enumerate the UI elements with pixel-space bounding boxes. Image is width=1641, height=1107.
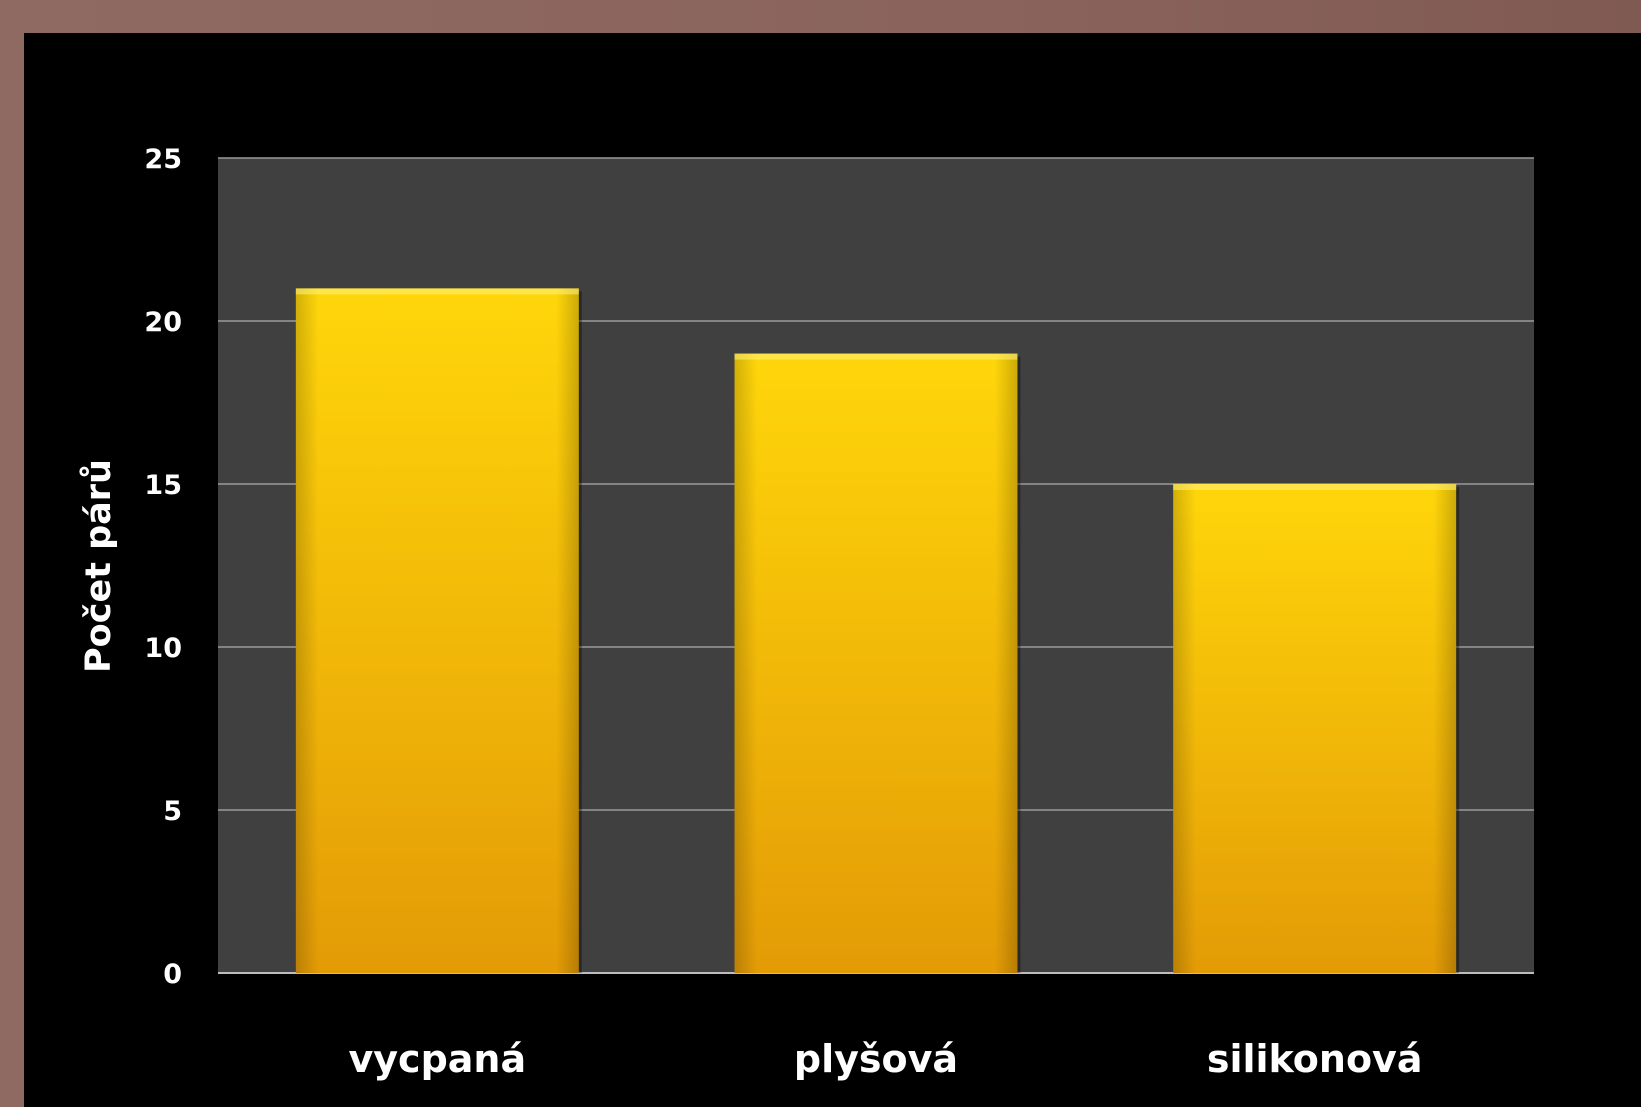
x-category-labels: vycpaná plyšová silikonová xyxy=(349,1037,1423,1081)
y-tick-label: 15 xyxy=(144,470,182,501)
y-tick-label: 0 xyxy=(163,959,182,990)
x-category-label: plyšová xyxy=(794,1037,958,1081)
x-category-label: silikonová xyxy=(1207,1037,1423,1081)
bar-bevel xyxy=(296,288,579,973)
bar-highlight xyxy=(735,354,1018,360)
bar-bevel xyxy=(1173,484,1456,973)
bar-highlight xyxy=(296,288,579,294)
y-axis-title: Počet párů xyxy=(78,459,119,673)
y-tick-label: 25 xyxy=(144,144,182,175)
y-tick-label: 10 xyxy=(144,633,182,664)
bar-bevel xyxy=(735,354,1018,973)
y-tick-labels: 0 5 10 15 20 25 xyxy=(144,144,182,990)
y-tick-label: 20 xyxy=(144,307,182,338)
x-category-label: vycpaná xyxy=(349,1037,527,1081)
bar-highlight xyxy=(1173,484,1456,490)
y-tick-label: 5 xyxy=(163,796,182,827)
